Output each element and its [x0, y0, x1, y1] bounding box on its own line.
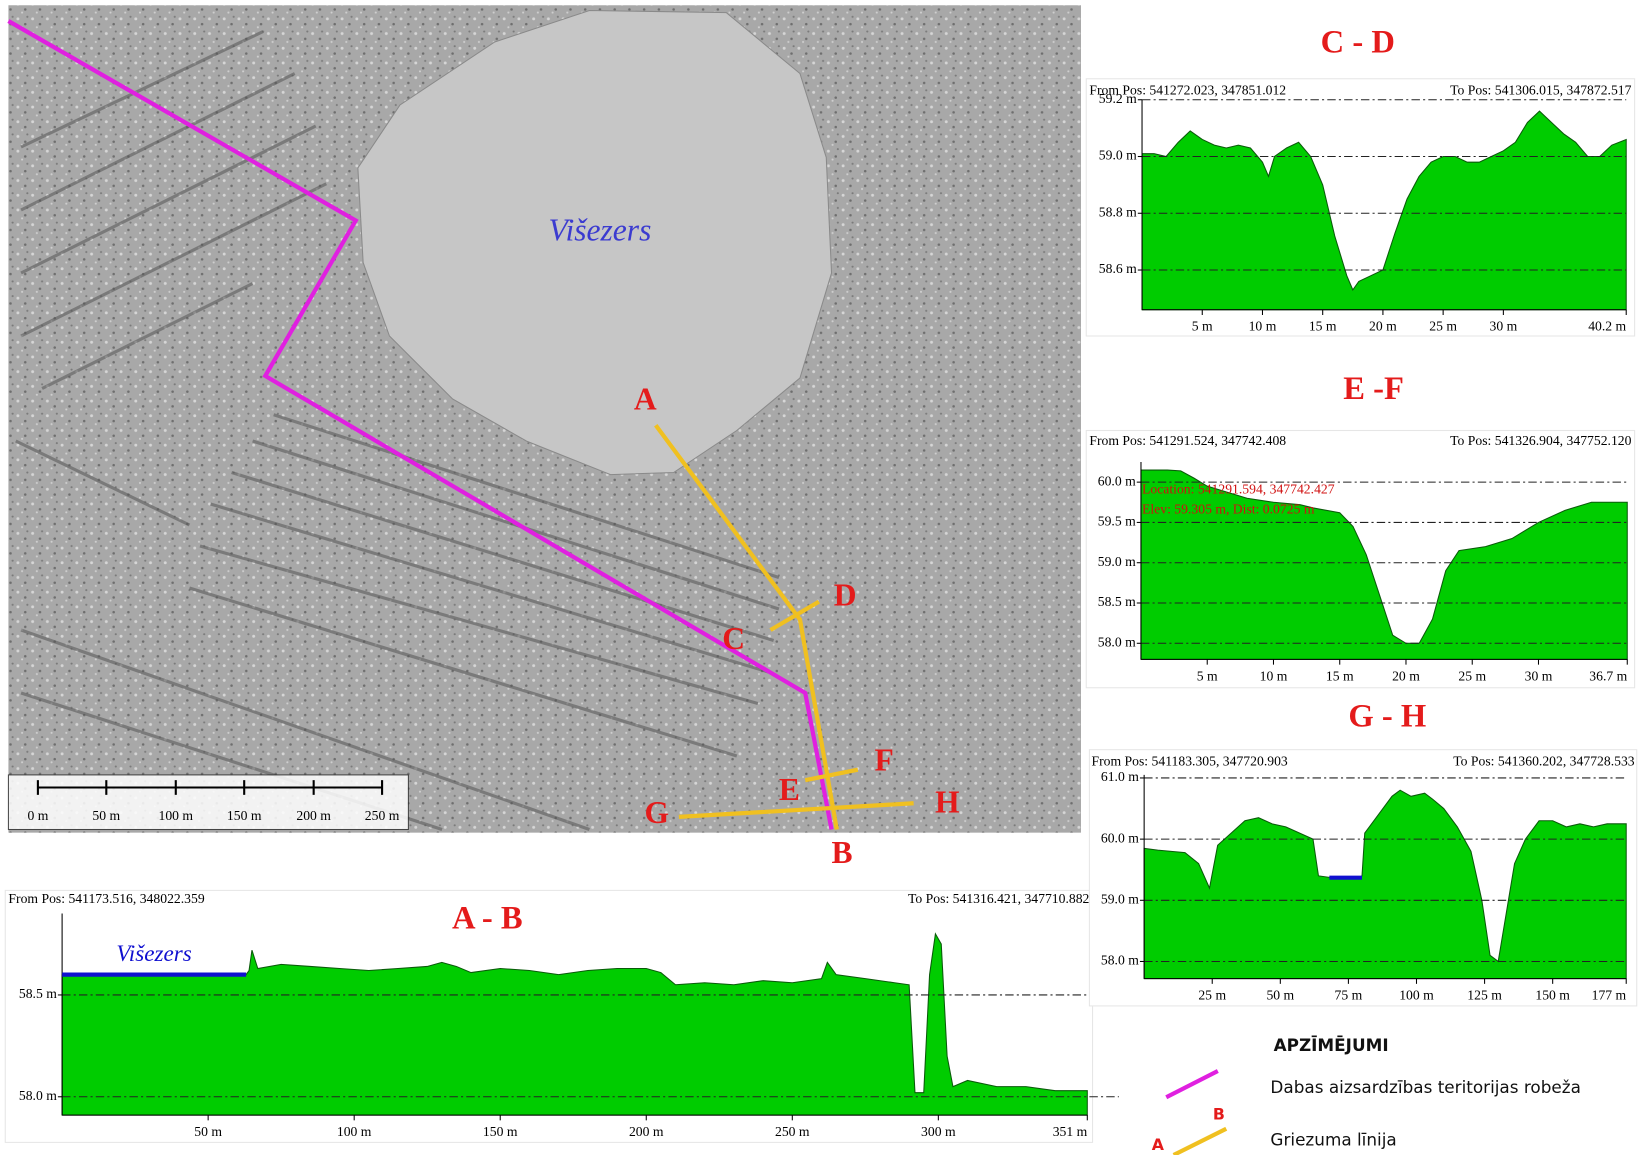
legend-label: Dabas aizsardzības teritorijas robeža	[1270, 1077, 1580, 1097]
annotation: Elev: 59.305 m, Dist: 0.0725 m	[1142, 501, 1315, 516]
legend-point: A	[1152, 1135, 1165, 1154]
point-label: E	[779, 772, 800, 807]
x-tick-label: 50 m	[1266, 988, 1294, 1003]
legend-title: APZĪMĒJUMI	[1274, 1035, 1389, 1055]
y-tick-label: 59.0 m	[1098, 554, 1136, 569]
annotation: Location: 541291.594, 347742.427	[1142, 482, 1335, 497]
lake-label: Višezers	[549, 212, 652, 247]
y-tick-label: 59.0 m	[1099, 148, 1137, 163]
x-tick-label: 100 m	[1399, 988, 1434, 1003]
point-label: G	[645, 795, 670, 830]
x-tick-label: 150 m	[1535, 988, 1570, 1003]
page: Višezers A B C D E F G H 0 m 50 m 100 m …	[0, 0, 1642, 1155]
point-label: A	[634, 381, 657, 416]
x-tick-label: 5 m	[1192, 319, 1213, 334]
y-tick-label: 61.0 m	[1101, 769, 1139, 784]
chart-title: A - B	[452, 900, 523, 936]
from-position: From Pos: 541173.516, 348022.359	[8, 891, 204, 906]
x-tick-label: 36.7 m	[1589, 668, 1627, 683]
y-tick-label: 60.0 m	[1101, 830, 1139, 845]
x-tick-label: 20 m	[1369, 319, 1397, 334]
point-label: F	[875, 743, 894, 778]
x-tick-label: 75 m	[1335, 988, 1363, 1003]
y-tick-label: 58.5 m	[19, 986, 57, 1001]
x-tick-label: 125 m	[1467, 988, 1502, 1003]
y-tick-label: 59.2 m	[1099, 91, 1137, 106]
x-tick-label: 5 m	[1197, 668, 1218, 683]
from-position: From Pos: 541291.524, 347742.408	[1089, 433, 1286, 448]
profile-chart: From Pos: 541173.516, 348022.359 To Pos: …	[5, 890, 1119, 1142]
x-tick-label: 200 m	[629, 1124, 664, 1139]
legend-point: B	[1213, 1105, 1225, 1124]
y-tick-label: 60.0 m	[1098, 473, 1136, 488]
y-tick-label: 58.0 m	[1098, 634, 1136, 649]
x-tick-label: 15 m	[1309, 319, 1337, 334]
x-tick-label: 100 m	[337, 1124, 372, 1139]
legend-label: Griezuma līnija	[1270, 1129, 1396, 1149]
y-tick-label: 59.5 m	[1098, 514, 1136, 529]
x-tick-label: 25 m	[1429, 319, 1457, 334]
chart-title: E -F	[1343, 371, 1404, 407]
chart-title: G - H	[1348, 699, 1426, 735]
point-label: B	[832, 835, 853, 870]
x-tick-label: 300 m	[921, 1124, 956, 1139]
water-label: Višezers	[116, 941, 191, 967]
scale-label: 150 m	[227, 808, 262, 823]
x-tick-label: 30 m	[1489, 319, 1517, 334]
scale-label: 100 m	[158, 808, 193, 823]
x-tick-label: 250 m	[775, 1124, 810, 1139]
x-tick-label: 30 m	[1525, 668, 1553, 683]
point-label: C	[722, 621, 745, 656]
legend-swatch	[1174, 1129, 1227, 1155]
x-tick-label: 25 m	[1458, 668, 1486, 683]
x-tick-label: 177 m	[1592, 988, 1627, 1003]
to-position: To Pos: 541306.015, 347872.517	[1450, 83, 1632, 98]
profile-chart: From Pos: 541291.524, 347742.408 To Pos: …	[1086, 431, 1634, 688]
scale-bar: 0 m 50 m 100 m 150 m 200 m 250 m	[8, 775, 408, 830]
to-position: To Pos: 541326.904, 347752.120	[1450, 433, 1632, 448]
x-tick-label: 25 m	[1198, 988, 1226, 1003]
x-tick-label: 20 m	[1392, 668, 1420, 683]
y-tick-label: 58.8 m	[1099, 204, 1137, 219]
x-tick-label: 10 m	[1260, 668, 1288, 683]
y-tick-label: 58.5 m	[1098, 594, 1136, 609]
x-tick-label: 50 m	[194, 1124, 222, 1139]
point-label: H	[935, 785, 960, 820]
y-tick-label: 59.0 m	[1101, 891, 1139, 906]
y-tick-label: 58.0 m	[19, 1088, 57, 1103]
y-tick-label: 58.0 m	[1101, 953, 1139, 968]
point-label: D	[834, 578, 857, 613]
scale-label: 50 m	[92, 808, 120, 823]
x-tick-label: 351 m	[1053, 1124, 1088, 1139]
from-position: From Pos: 541183.305, 347720.903	[1092, 753, 1288, 768]
legend-swatch	[1166, 1071, 1218, 1097]
y-tick-label: 58.6 m	[1099, 261, 1137, 276]
scale-label: 200 m	[296, 808, 331, 823]
chart-title: C - D	[1321, 25, 1395, 61]
scale-label: 0 m	[27, 808, 48, 823]
x-tick-label: 10 m	[1249, 319, 1277, 334]
profile-chart: From Pos: 541183.305, 347720.903 To Pos: …	[1089, 750, 1636, 1006]
scale-label: 250 m	[365, 808, 400, 823]
to-position: To Pos: 541316.421, 347710.882	[908, 891, 1090, 906]
to-position: To Pos: 541360.202, 347728.533	[1453, 753, 1635, 768]
x-tick-label: 15 m	[1326, 668, 1354, 683]
x-tick-label: 40.2 m	[1588, 319, 1626, 334]
x-tick-label: 150 m	[483, 1124, 518, 1139]
map: Višezers A B C D E F G H 0 m 50 m 100 m …	[8, 5, 1081, 870]
legend: APZĪMĒJUMI Dabas aizsardzības teritorija…	[1152, 1035, 1581, 1155]
